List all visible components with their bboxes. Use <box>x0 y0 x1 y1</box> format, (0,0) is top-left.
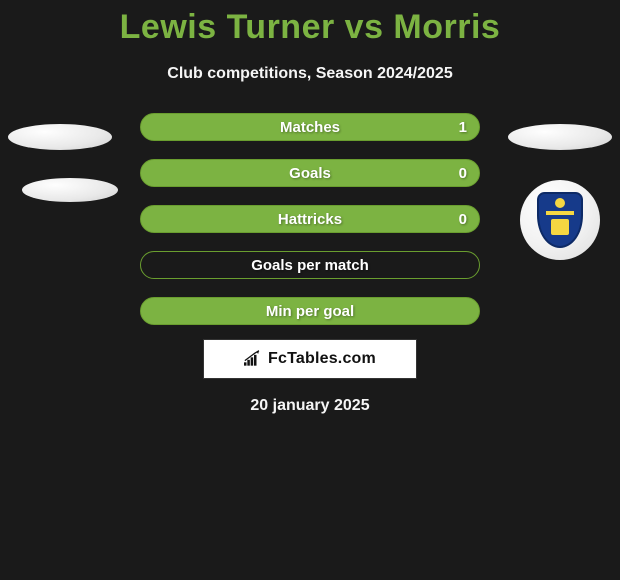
stat-label: Matches <box>280 119 340 136</box>
stat-label: Goals per match <box>251 257 369 274</box>
branding-box: FcTables.com <box>203 339 417 379</box>
stat-value: 0 <box>459 211 467 228</box>
branding-text: FcTables.com <box>268 350 376 368</box>
stat-value: 1 <box>459 119 467 136</box>
shield-icon <box>537 192 583 248</box>
stat-row-hattricks: Hattricks 0 <box>140 205 480 233</box>
club-crest <box>520 180 600 260</box>
stat-label: Hattricks <box>278 211 342 228</box>
stat-row-goals-per-match: Goals per match <box>140 251 480 279</box>
bar-chart-icon <box>244 350 264 368</box>
stat-row-min-per-goal: Min per goal <box>140 297 480 325</box>
stat-row-goals: Goals 0 <box>140 159 480 187</box>
player-placeholder-right <box>508 124 612 150</box>
stat-row-matches: Matches 1 <box>140 113 480 141</box>
stat-value: 0 <box>459 165 467 182</box>
stats-list: Matches 1 Goals 0 Hattricks 0 Goals per … <box>140 113 480 325</box>
stat-label: Min per goal <box>266 303 354 320</box>
subtitle: Club competitions, Season 2024/2025 <box>0 65 620 83</box>
player-placeholder-left-2 <box>22 178 118 202</box>
footer-date: 20 january 2025 <box>0 397 620 415</box>
stat-label: Goals <box>289 165 331 182</box>
page-title: Lewis Turner vs Morris <box>0 0 620 47</box>
player-placeholder-left-1 <box>8 124 112 150</box>
